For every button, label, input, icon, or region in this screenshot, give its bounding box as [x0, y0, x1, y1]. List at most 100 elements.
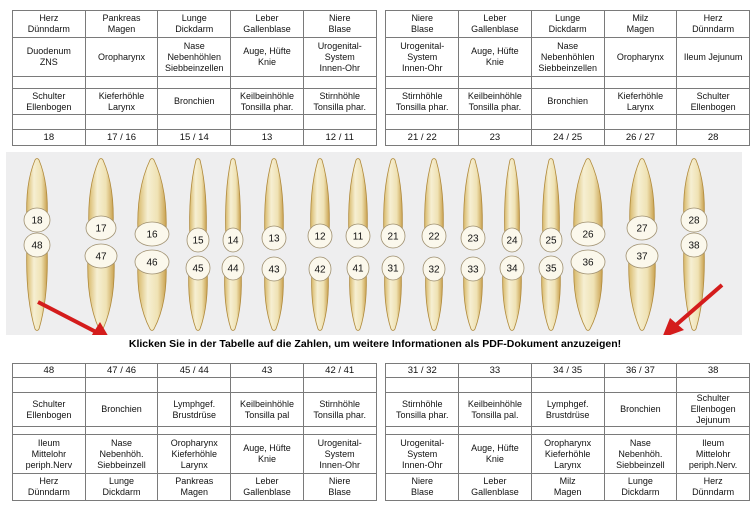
tooth-17: 17 — [85, 158, 117, 241]
tooth-root — [264, 158, 284, 239]
tooth-label: 26 — [582, 230, 594, 241]
tooth-number-link[interactable]: 13 — [230, 129, 304, 146]
info-cell: Auge, Hüfte Knie — [458, 434, 532, 474]
tooth-crown — [345, 223, 371, 249]
info-cell: Leber Gallenblase — [458, 473, 532, 501]
tooth-47: 47 — [84, 243, 118, 331]
tooth-root — [542, 158, 560, 241]
tooth-root — [541, 267, 561, 331]
tooth-25: 25 — [539, 158, 563, 253]
info-cell — [84, 76, 159, 89]
info-cell: Stirnhöhle Tonsilla phar. — [302, 88, 377, 115]
info-cell: Lunge Dickdarm — [603, 473, 678, 501]
tooth-33: 33 — [460, 256, 486, 331]
tooth-crown — [499, 255, 525, 281]
tooth-number-link[interactable]: 18 — [12, 129, 86, 146]
color-row — [12, 377, 750, 393]
tooth-label: 31 — [387, 264, 399, 275]
tooth-31: 31 — [381, 255, 405, 331]
tooth-34: 34 — [499, 255, 525, 331]
tooth-crown — [626, 215, 658, 241]
color-code-cell — [458, 114, 532, 130]
tooth-label: 13 — [268, 234, 280, 245]
tooth-number-link[interactable]: 28 — [676, 129, 750, 146]
info-cell: Ileum Jejunum — [676, 37, 750, 77]
table-gap — [375, 473, 387, 501]
tooth-number-link[interactable]: 47 / 46 — [84, 363, 159, 378]
tooth-number-link[interactable]: 26 / 27 — [603, 129, 678, 146]
organ-detail-row: Ileum Mittelohr periph.Nerv Nase Nebenhöh… — [12, 434, 750, 474]
info-cell — [157, 76, 232, 89]
tooth-label: 24 — [506, 236, 518, 247]
tooth-root — [683, 158, 705, 221]
info-cell — [530, 76, 605, 89]
tooth-root — [311, 268, 329, 331]
tooth-number-link[interactable]: 23 — [458, 129, 532, 146]
tooth-number-link[interactable]: 33 — [458, 363, 532, 378]
tooth-number-link[interactable]: 34 / 35 — [530, 363, 605, 378]
tooth-root — [573, 158, 603, 235]
tooth-crown — [85, 215, 117, 241]
info-cell: Urogenital- System Innen-Ohr — [385, 434, 460, 474]
info-cell: Bronchien — [603, 392, 678, 427]
tooth-35: 35 — [538, 255, 564, 331]
tooth-16: 16 — [134, 158, 170, 247]
tooth-number-link[interactable]: 42 / 41 — [302, 363, 377, 378]
info-cell — [230, 76, 304, 89]
spacer-row — [12, 76, 750, 89]
tooth-crown — [625, 243, 659, 269]
tooth-crown — [421, 223, 447, 249]
info-cell: Keilbeinhöhle Tonsilla pal. — [458, 392, 532, 427]
color-code-cell — [385, 377, 460, 393]
tooth-root — [26, 158, 48, 221]
info-cell: Pankreas Magen — [157, 473, 232, 501]
tooth-root — [425, 268, 443, 331]
tooth-number-link[interactable]: 12 / 11 — [302, 129, 377, 146]
tooth-crown — [222, 227, 244, 253]
tooth-number-link[interactable]: 15 / 14 — [157, 129, 232, 146]
tooth-label: 33 — [467, 265, 479, 276]
tooth-root — [225, 158, 241, 241]
tooth-number-link[interactable]: 24 / 25 — [530, 129, 605, 146]
tooth-number-link[interactable]: 21 / 22 — [385, 129, 460, 146]
right-red-arrow — [663, 283, 724, 335]
info-cell: Oropharynx Kieferhöhle Larynx — [157, 434, 232, 474]
info-cell: Nase Nebenhöh. Siebbeinzell — [603, 434, 678, 474]
tooth-38: 38 — [680, 232, 708, 331]
info-cell: Milz Magen — [603, 10, 678, 38]
color-code-cell — [676, 377, 750, 393]
tooth-crown — [570, 249, 606, 275]
table-gap — [375, 392, 387, 427]
teeth-illustration-background — [6, 152, 742, 335]
tooth-14: 14 — [222, 158, 244, 253]
tooth-number-link[interactable]: 31 / 32 — [385, 363, 460, 378]
tooth-number-link[interactable]: 17 / 16 — [84, 129, 159, 146]
tooth-number-link[interactable]: 36 / 37 — [603, 363, 678, 378]
tooth-crown — [460, 225, 486, 251]
color-code-cell — [157, 114, 232, 130]
tooth-number-link[interactable]: 43 — [230, 363, 304, 378]
tooth-44: 44 — [221, 255, 245, 331]
tooth-41: 41 — [346, 255, 370, 331]
organ-row: Herz Dünndarm Lunge Dickdarm Pankreas Mage… — [12, 473, 750, 501]
info-cell: Auge, Hüfte Knie — [230, 434, 304, 474]
tooth-label: 22 — [428, 232, 440, 243]
color-code-cell — [230, 114, 304, 130]
tooth-number-link[interactable]: 38 — [676, 363, 750, 378]
color-code-cell — [84, 114, 159, 130]
tooth-number-link[interactable]: 45 / 44 — [157, 363, 232, 378]
tooth-label: 32 — [428, 265, 440, 276]
info-cell: Pankreas Magen — [84, 10, 159, 38]
tooth-root — [424, 158, 444, 237]
info-cell: Herz Dünndarm — [12, 473, 86, 501]
tooth-label: 35 — [545, 264, 557, 275]
info-cell: Herz Dünndarm — [676, 10, 750, 38]
info-cell: Bronchien — [157, 88, 232, 115]
tooth-number-link[interactable]: 48 — [12, 363, 86, 378]
info-cell — [12, 76, 86, 89]
tooth-crown — [422, 256, 446, 282]
info-cell: Urogenital- System Innen-Ohr — [302, 434, 377, 474]
info-cell: Stirnhöhle Tonsilla phar. — [385, 88, 460, 115]
tooth-label: 16 — [146, 230, 158, 241]
tooth-root — [264, 268, 284, 331]
